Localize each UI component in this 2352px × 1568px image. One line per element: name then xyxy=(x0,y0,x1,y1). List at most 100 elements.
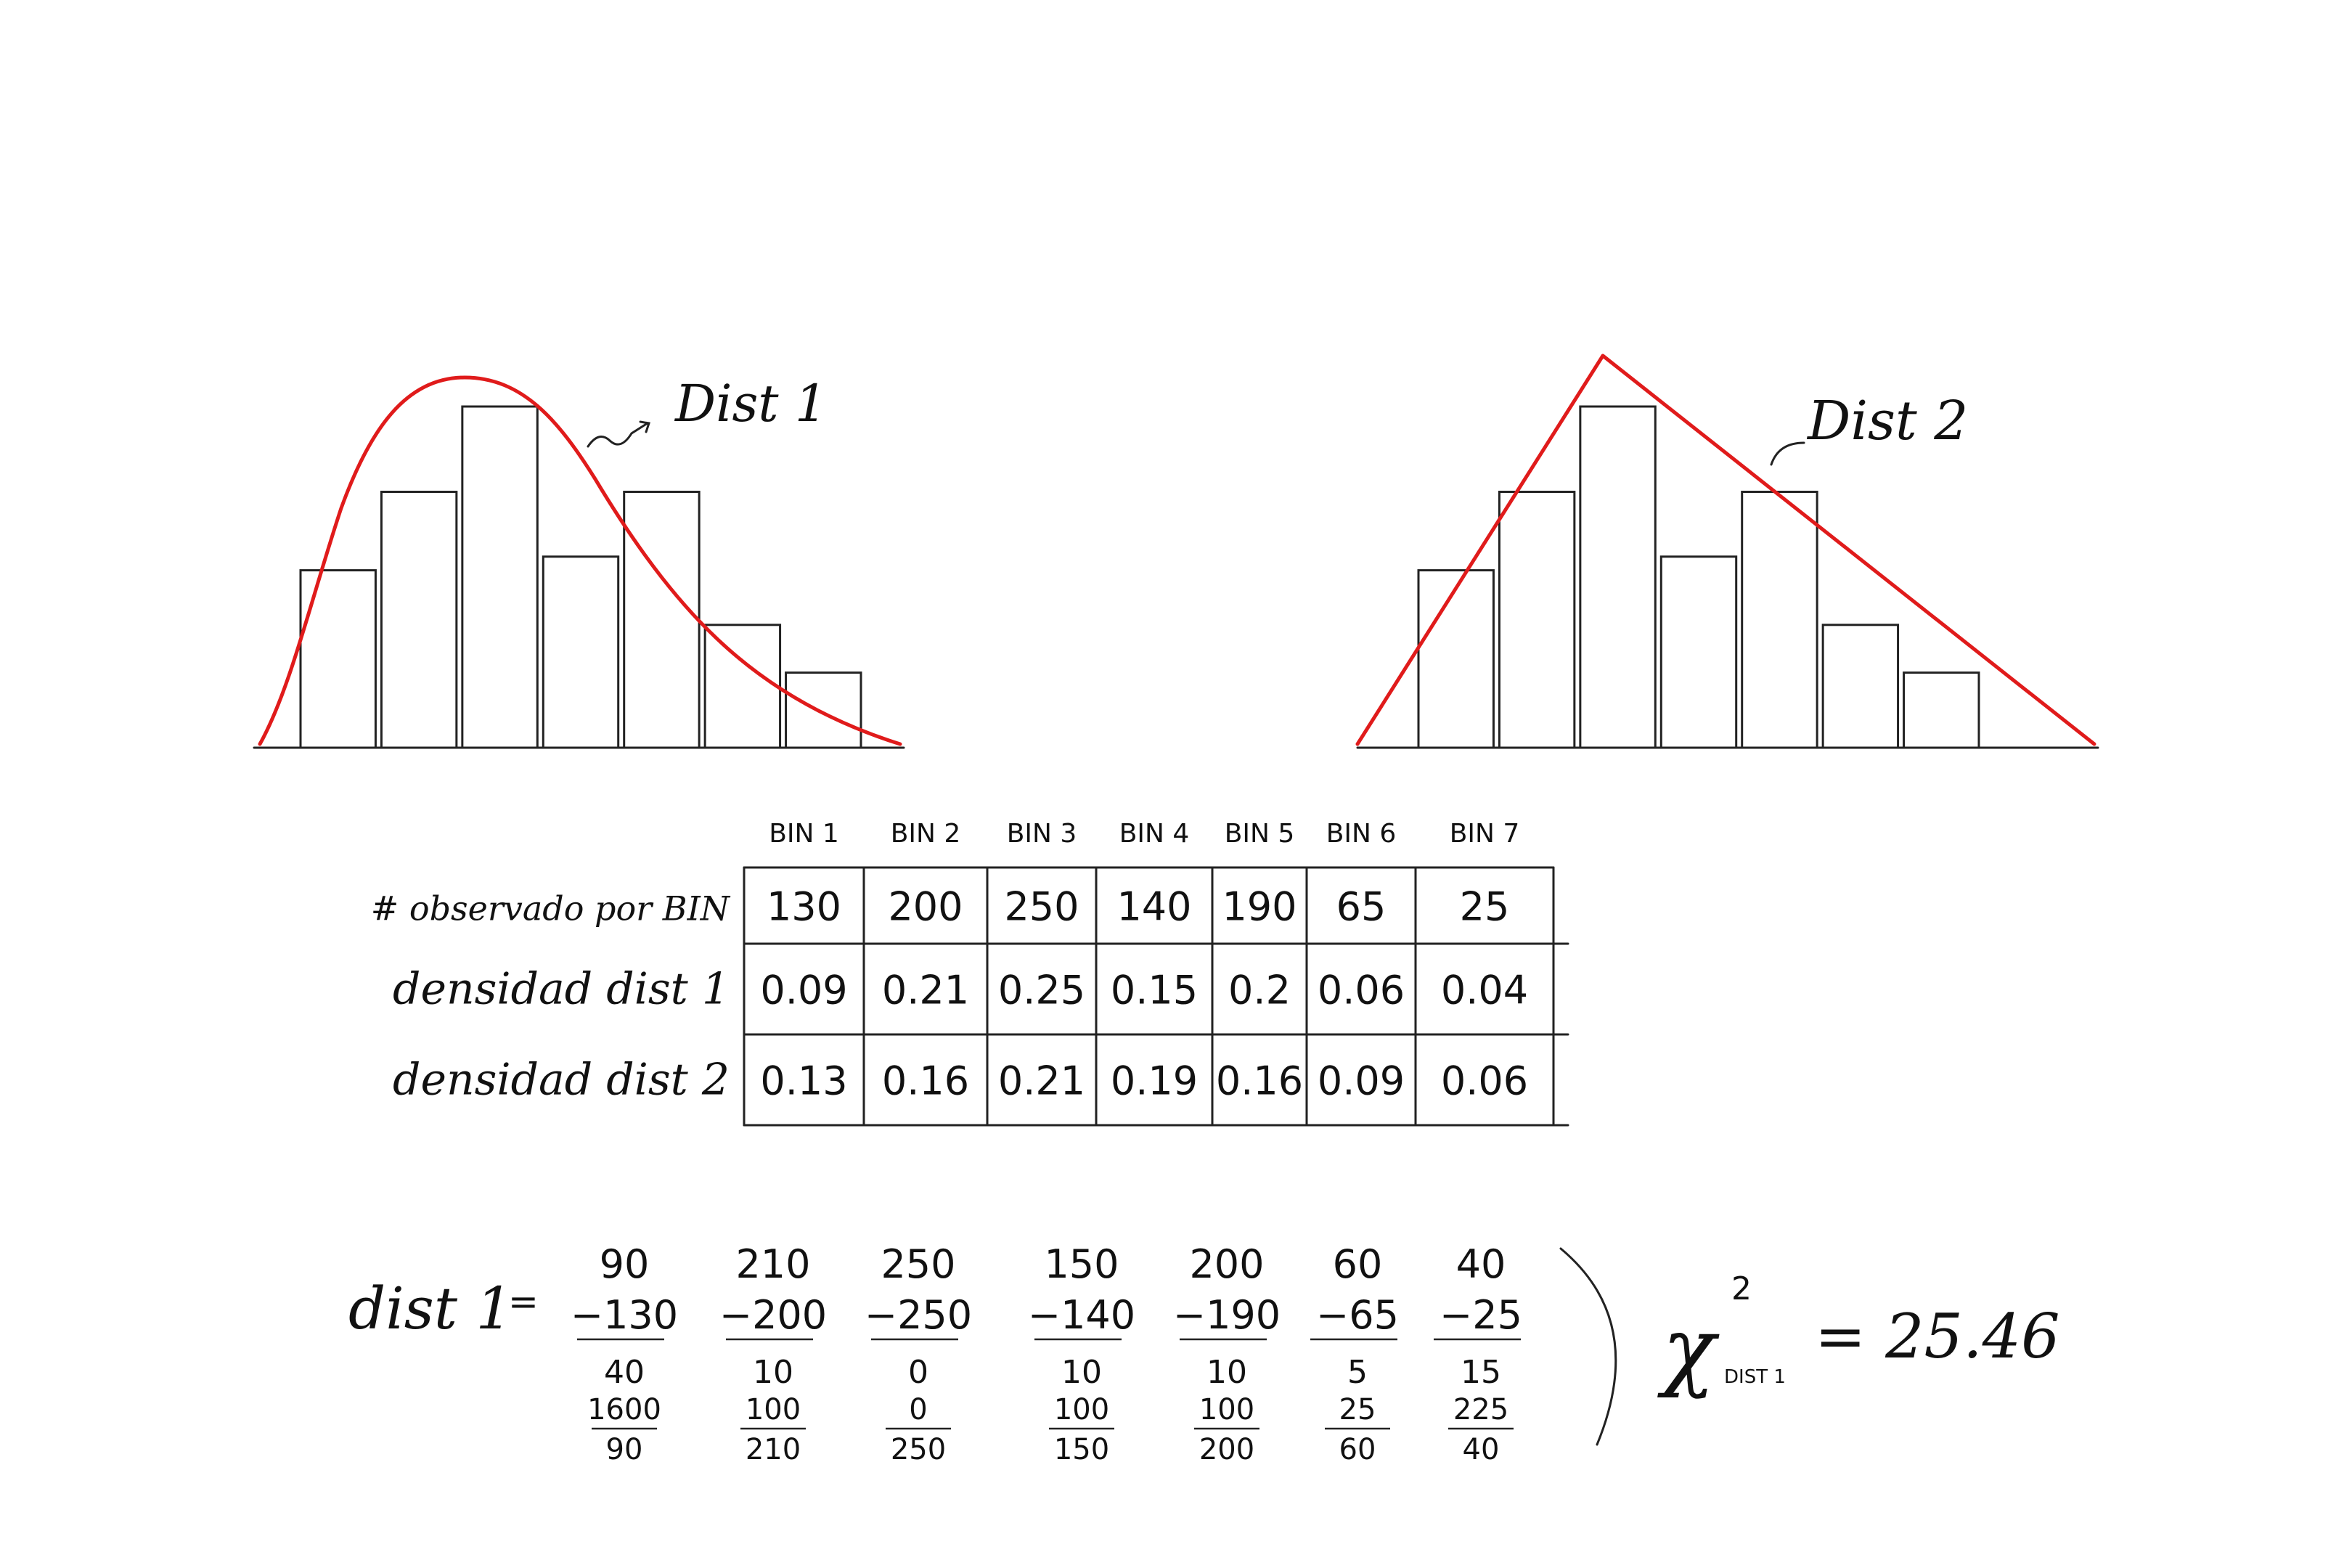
calc-den-2: 210 xyxy=(746,1433,801,1466)
cell-r1-c3: 250 xyxy=(1004,884,1079,930)
hist1-bar-4 xyxy=(542,555,620,749)
dist1-pointer-arrow xyxy=(587,420,650,448)
calc-diff-5: 10 xyxy=(1206,1354,1247,1391)
calc-expected-1: 90 xyxy=(600,1241,650,1287)
calc-observed-7: −25 xyxy=(1440,1292,1522,1338)
cell-r1-c7: 25 xyxy=(1460,884,1510,930)
chi-symbol: χ xyxy=(1657,1299,1720,1400)
calc-column-6: 60 −65 525 60 xyxy=(1310,1241,1399,1466)
calc-num-7: 225 xyxy=(1453,1393,1508,1426)
calc-expected-3: 250 xyxy=(881,1241,955,1287)
row-label-2: densidad dist 1 xyxy=(393,964,730,1015)
calc-column-3: 250 −250 00 250 xyxy=(865,1241,972,1466)
calc-expected-6: 60 xyxy=(1333,1241,1383,1287)
cell-r2-c6: 0.06 xyxy=(1318,968,1405,1013)
hist2-bar-4 xyxy=(1659,555,1738,749)
cell-r2-c7: 0.04 xyxy=(1441,968,1528,1013)
row-label-1: # observado por BIN xyxy=(371,889,731,928)
calc-den-6: 60 xyxy=(1339,1433,1376,1466)
bin-header-6: BIN 6 xyxy=(1326,819,1397,849)
chi-superscript: 2 xyxy=(1731,1270,1752,1307)
bin-table: BIN 1 BIN 2 BIN 3 BIN 4 BIN 5 BIN 6 BIN 7 # ob… xyxy=(371,819,1569,1127)
calc-observed-1: −130 xyxy=(571,1292,678,1338)
bin-header-1: BIN 1 xyxy=(769,819,839,849)
dist2-label: Dist 2 xyxy=(1806,390,1968,452)
cell-r2-c2: 0.21 xyxy=(882,968,969,1013)
calc-num-3: 0 xyxy=(909,1393,927,1426)
dist2-pointer xyxy=(1770,441,1805,466)
calc-equals: = xyxy=(508,1281,539,1323)
calc-den-7: 40 xyxy=(1463,1433,1500,1466)
cell-r1-c2: 200 xyxy=(888,884,963,930)
hist2-bar-2 xyxy=(1498,491,1576,749)
calc-num-2: 100 xyxy=(746,1393,801,1426)
table-grid xyxy=(743,866,1569,1127)
calc-expected-7: 40 xyxy=(1456,1241,1506,1287)
calc-diff-7: 15 xyxy=(1461,1354,1501,1391)
cell-r3-c4: 0.19 xyxy=(1111,1058,1198,1104)
hist2-bar-3 xyxy=(1579,405,1657,749)
chi-result: = 25.46 xyxy=(1815,1301,2060,1372)
cell-r3-c1: 0.13 xyxy=(760,1058,847,1104)
cell-r3-c3: 0.21 xyxy=(998,1058,1085,1104)
calc-diff-1: 40 xyxy=(604,1354,645,1391)
calc-columns: 90−13040160090210−20010100210250−2500025… xyxy=(571,1241,1522,1466)
cell-r2-c4: 0.15 xyxy=(1111,968,1198,1013)
calc-num-5: 100 xyxy=(1199,1393,1254,1426)
calc-observed-4: −140 xyxy=(1028,1292,1135,1338)
calc-diff-3: 0 xyxy=(908,1354,928,1391)
cell-r3-c7: 0.06 xyxy=(1441,1058,1528,1104)
cell-r2-c3: 0.25 xyxy=(998,968,1085,1013)
calc-num-6: 25 xyxy=(1339,1393,1376,1426)
cell-r1-c1: 130 xyxy=(767,884,841,930)
dist1-label: Dist 1 xyxy=(674,374,827,433)
calc-observed-6: −65 xyxy=(1316,1292,1399,1338)
calc-label: dist 1 xyxy=(348,1275,513,1342)
dist2-triangle xyxy=(1355,354,2096,746)
bin-header-5: BIN 5 xyxy=(1225,819,1295,849)
calc-den-5: 200 xyxy=(1199,1433,1254,1466)
hist2-bar-7 xyxy=(1903,671,1980,749)
bin-header-3: BIN 3 xyxy=(1007,819,1077,849)
calc-expected-5: 200 xyxy=(1189,1241,1264,1287)
calc-observed-2: −200 xyxy=(719,1292,827,1338)
hist2-bars xyxy=(1417,405,1980,749)
calc-diff-2: 10 xyxy=(753,1354,793,1391)
chi-subscript: DIST 1 xyxy=(1724,1366,1786,1388)
hist1-bar-2 xyxy=(380,491,458,749)
hist2-bar-6 xyxy=(1821,624,1900,749)
table-row-labels: # observado por BIN densidad dist 1 densid… xyxy=(371,889,731,1106)
cell-r2-c1: 0.09 xyxy=(760,968,847,1013)
hist1-bar-7 xyxy=(785,671,862,749)
hist1-bar-3 xyxy=(461,405,539,749)
calc-observed-3: −250 xyxy=(865,1292,972,1338)
hist1-bar-1 xyxy=(299,569,377,749)
calc-den-1: 90 xyxy=(606,1433,643,1466)
hist2-bar-1 xyxy=(1417,569,1495,749)
row-label-3: densidad dist 2 xyxy=(393,1055,730,1106)
histogram-dist-1: Dist 1 xyxy=(253,374,905,749)
cell-r1-c6: 65 xyxy=(1336,884,1387,930)
cell-r3-c2: 0.16 xyxy=(882,1058,969,1104)
bin-header-7: BIN 7 xyxy=(1450,819,1520,849)
calc-den-3: 250 xyxy=(891,1433,946,1466)
calc-num-4: 100 xyxy=(1054,1393,1109,1426)
histogram-dist-2: Dist 2 xyxy=(1355,354,2099,749)
calc-diff-4: 10 xyxy=(1061,1354,1102,1391)
hist1-bar-5 xyxy=(623,491,701,749)
calc-observed-5: −190 xyxy=(1173,1292,1281,1338)
cell-r2-c5: 0.2 xyxy=(1228,968,1291,1013)
calc-num-1: 1600 xyxy=(587,1393,661,1426)
chi-square-calculation: dist 1 = 90−13040160090210−2001010021025… xyxy=(348,1241,2060,1466)
cell-r3-c5: 0.16 xyxy=(1216,1058,1303,1104)
dist1-curve xyxy=(258,375,902,746)
calc-den-4: 150 xyxy=(1054,1433,1109,1466)
calc-diff-6: 5 xyxy=(1347,1354,1368,1391)
calc-expected-2: 210 xyxy=(735,1241,810,1287)
bin-header-2: BIN 2 xyxy=(891,819,961,849)
table-bin-headers: BIN 1 BIN 2 BIN 3 BIN 4 BIN 5 BIN 6 BIN 7 xyxy=(769,819,1519,849)
